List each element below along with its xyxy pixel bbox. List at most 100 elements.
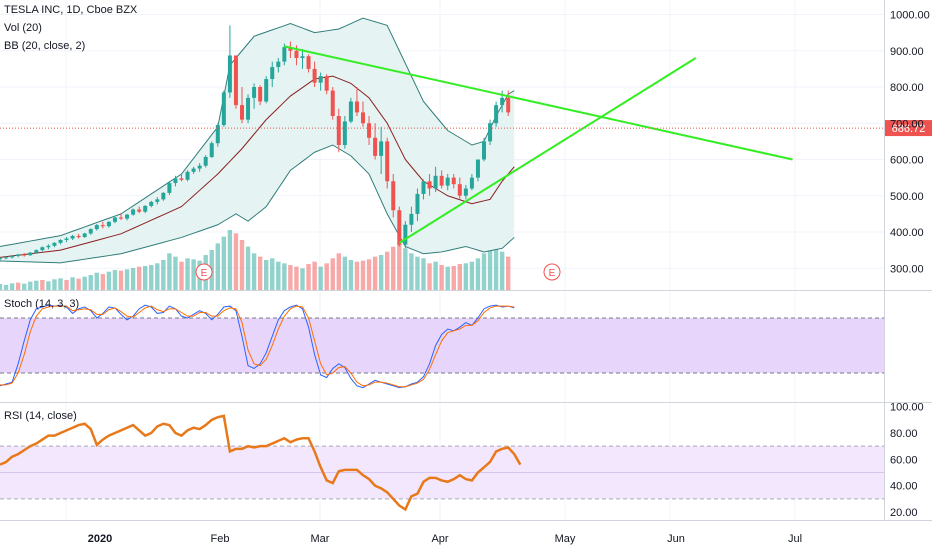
candle-body[interactable] <box>40 247 45 251</box>
candle-body[interactable] <box>203 156 208 166</box>
price-tick-label: 800.00 <box>890 82 924 94</box>
candle-body[interactable] <box>76 235 81 238</box>
candle-body[interactable] <box>209 143 214 157</box>
candle-body[interactable] <box>312 68 317 83</box>
candle-body[interactable] <box>143 205 148 212</box>
candle-body[interactable] <box>82 233 87 238</box>
candle-body[interactable] <box>119 217 123 219</box>
trendlines[interactable] <box>284 45 793 244</box>
candle-body[interactable] <box>70 235 75 239</box>
volume-bar <box>324 263 329 290</box>
candle-body[interactable] <box>367 123 372 138</box>
volume-bar <box>330 258 335 290</box>
candle-body[interactable] <box>288 47 293 51</box>
candle-body[interactable] <box>354 101 359 113</box>
candle-body[interactable] <box>0 258 2 260</box>
volume-bar <box>409 253 414 290</box>
candle-body[interactable] <box>10 255 15 258</box>
candle-body[interactable] <box>330 90 335 116</box>
candle-body[interactable] <box>46 245 51 248</box>
candle-body[interactable] <box>131 209 136 215</box>
candle-body[interactable] <box>252 87 257 98</box>
candle-body[interactable] <box>336 116 341 145</box>
candlesticks[interactable] <box>0 25 511 261</box>
candle-body[interactable] <box>161 192 166 200</box>
candle-body[interactable] <box>112 217 117 222</box>
candle-body[interactable] <box>457 184 462 196</box>
candle-body[interactable] <box>94 225 99 230</box>
earnings-marker-circle[interactable] <box>543 263 561 281</box>
candle-body[interactable] <box>324 76 329 91</box>
candle-body[interactable] <box>427 181 432 189</box>
candle-body[interactable] <box>58 239 63 243</box>
trendline[interactable] <box>398 57 697 244</box>
candle-body[interactable] <box>306 56 311 69</box>
trendline[interactable] <box>284 45 793 161</box>
candle-body[interactable] <box>270 67 275 80</box>
candle-body[interactable] <box>246 97 251 120</box>
candle-body[interactable] <box>361 112 365 124</box>
candle-body[interactable] <box>22 254 27 256</box>
candle-body[interactable] <box>342 121 347 145</box>
candle-body[interactable] <box>391 181 396 211</box>
candle-body[interactable] <box>185 171 190 180</box>
candle-body[interactable] <box>415 193 420 214</box>
volume-bar <box>15 282 21 290</box>
candle-body[interactable] <box>16 254 21 256</box>
candle-body[interactable] <box>264 79 269 102</box>
candle-body[interactable] <box>397 210 402 245</box>
candle-body[interactable] <box>52 242 57 246</box>
candle-body[interactable] <box>221 92 226 126</box>
candle-body[interactable] <box>488 123 493 142</box>
candle-body[interactable] <box>258 87 263 102</box>
candle-body[interactable] <box>451 177 456 185</box>
candle-body[interactable] <box>373 137 378 156</box>
volume-bar <box>300 268 305 290</box>
candle-body[interactable] <box>34 250 39 253</box>
candle-body[interactable] <box>300 56 305 58</box>
candle-body[interactable] <box>149 201 154 206</box>
candle-body[interactable] <box>28 252 33 256</box>
candle-body[interactable] <box>318 76 323 83</box>
candle-body[interactable] <box>348 101 353 122</box>
candle-body[interactable] <box>100 225 105 227</box>
candle-body[interactable] <box>155 199 160 202</box>
candle-body[interactable] <box>137 209 142 212</box>
candle-body[interactable] <box>494 105 499 124</box>
candle-body[interactable] <box>385 141 390 182</box>
candle-body[interactable] <box>403 224 408 245</box>
volume-bar <box>457 264 462 290</box>
earnings-marker-circle[interactable] <box>195 263 213 281</box>
candle-body[interactable] <box>64 238 69 240</box>
candle-body[interactable] <box>421 181 426 194</box>
candle-body[interactable] <box>439 175 444 186</box>
candle-body[interactable] <box>482 141 486 160</box>
candle-body[interactable] <box>173 178 178 184</box>
candle-body[interactable] <box>294 50 299 58</box>
candle-body[interactable] <box>469 177 474 189</box>
candle-body[interactable] <box>227 55 232 93</box>
candle-body[interactable] <box>233 55 238 106</box>
candle-body[interactable] <box>106 221 111 227</box>
candle-body[interactable] <box>179 178 184 180</box>
candle-body[interactable] <box>379 141 384 156</box>
candle-body[interactable] <box>445 177 450 186</box>
candle-body[interactable] <box>409 213 414 225</box>
candle-body[interactable] <box>197 165 202 169</box>
candle-body[interactable] <box>4 257 9 259</box>
candle-body[interactable] <box>167 183 172 193</box>
candle-body[interactable] <box>500 97 505 106</box>
candle-body[interactable] <box>282 47 287 62</box>
volume-bar <box>475 258 481 290</box>
candle-body[interactable] <box>475 159 480 178</box>
candle-body[interactable] <box>506 97 511 113</box>
candle-body[interactable] <box>433 175 438 189</box>
candle-body[interactable] <box>215 125 220 144</box>
candle-body[interactable] <box>125 214 130 219</box>
candle-body[interactable] <box>191 168 196 172</box>
candle-body[interactable] <box>276 61 281 68</box>
candle-body[interactable] <box>240 105 244 120</box>
candle-body[interactable] <box>88 229 93 234</box>
candle-body[interactable] <box>463 188 468 196</box>
